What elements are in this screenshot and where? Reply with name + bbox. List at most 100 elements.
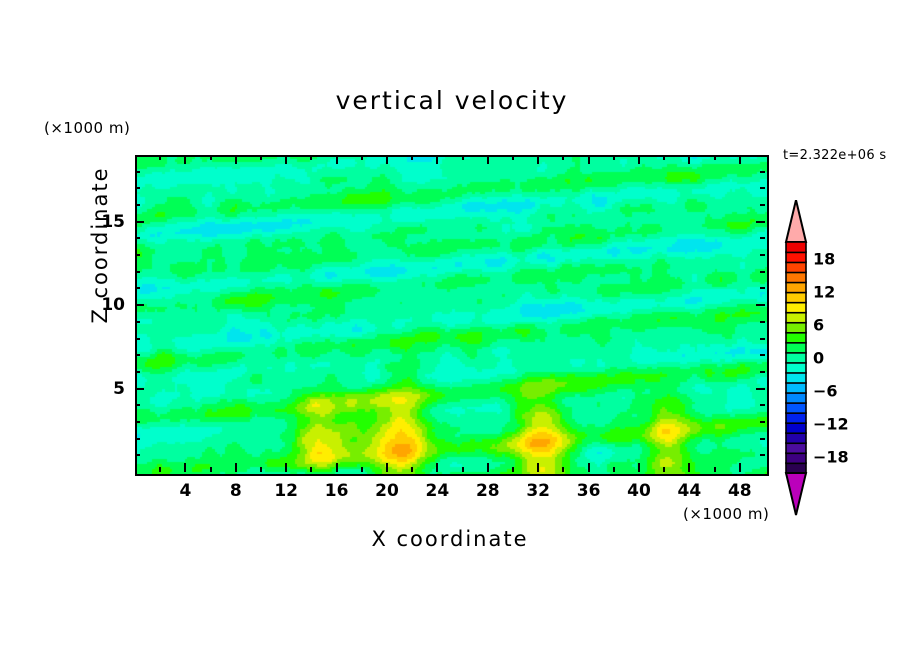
x-tick-top-4: [184, 155, 186, 164]
x-tick-top-6: [210, 155, 212, 160]
x-tick-44: [688, 463, 690, 472]
x-tick-20: [386, 463, 388, 472]
colorbar-band-6: [785, 401, 807, 414]
colorbar-band-19: [785, 271, 807, 284]
colorbar-band-17: [785, 291, 807, 304]
x-tick-label-20: 20: [375, 481, 399, 501]
contour-field: [137, 157, 767, 474]
colorbar-band-10: [785, 361, 807, 374]
x-tick-top-18: [361, 155, 363, 160]
x-tick-48: [739, 463, 741, 472]
x-tick-top-48: [739, 155, 741, 164]
y-tick-right-12: [760, 271, 765, 273]
colorbar-label-5: −12: [813, 414, 849, 433]
y-tick-right-13: [760, 254, 765, 256]
colorbar-band-4: [785, 421, 807, 435]
x-axis-title: X coordinate: [371, 527, 529, 551]
x-tick-42: [663, 467, 665, 472]
x-tick-top-2: [159, 155, 161, 160]
x-tick-label-4: 4: [179, 481, 192, 501]
colorbar-band-21: [785, 251, 807, 264]
x-tick-40: [638, 463, 640, 472]
y-tick-1: [135, 454, 140, 456]
colorbar-band-7: [785, 391, 807, 404]
y-tick-right-3: [760, 421, 765, 423]
y-tick-13: [135, 254, 140, 256]
colorbar-label-1: 12: [813, 282, 836, 301]
x-tick-14: [310, 467, 312, 472]
y-tick-16: [135, 204, 140, 206]
colorbar-under-arrow: [784, 472, 808, 516]
y-tick-right-4: [760, 404, 765, 406]
y-tick-2: [135, 438, 140, 440]
colorbar-band-13: [785, 331, 807, 344]
y-tick-17: [135, 187, 140, 189]
y-tick-5: [135, 388, 144, 390]
x-tick-top-24: [436, 155, 438, 164]
x-tick-top-40: [638, 155, 640, 164]
x-tick-top-46: [714, 155, 716, 160]
plot-area: [135, 155, 769, 476]
colorbar-band-14: [785, 321, 807, 334]
x-tick-label-8: 8: [229, 481, 242, 501]
y-tick-right-15: [756, 221, 765, 223]
y-tick-15: [135, 221, 144, 223]
colorbar-band-2: [785, 442, 807, 455]
x-tick-34: [562, 467, 564, 472]
y-axis-units-label: (×1000 m): [44, 119, 131, 137]
x-tick-top-26: [462, 155, 464, 160]
colorbar-over-arrow: [784, 200, 808, 243]
colorbar-band-12: [785, 341, 807, 354]
x-tick-top-8: [235, 155, 237, 164]
simulation-time-annotation: t=2.322e+06 s: [783, 148, 887, 163]
x-tick-top-28: [487, 155, 489, 164]
colorbar-band-22: [785, 241, 807, 254]
colorbar-label-0: 18: [813, 249, 836, 268]
x-tick-label-24: 24: [425, 481, 450, 501]
y-tick-right-14: [760, 237, 765, 239]
x-tick-18: [361, 467, 363, 472]
y-tick-7: [135, 354, 140, 356]
x-tick-top-20: [386, 155, 388, 164]
x-tick-8: [235, 463, 237, 472]
x-tick-top-42: [663, 155, 665, 160]
y-tick-right-5: [756, 388, 765, 390]
colorbar-band-5: [785, 411, 807, 424]
x-tick-label-32: 32: [526, 481, 551, 501]
x-tick-label-40: 40: [627, 481, 651, 501]
x-tick-top-30: [512, 155, 514, 160]
x-tick-16: [336, 463, 338, 472]
y-tick-right-16: [760, 204, 765, 206]
x-tick-top-34: [562, 155, 564, 160]
x-tick-label-28: 28: [475, 481, 500, 501]
x-tick-top-32: [537, 155, 539, 164]
colorbar-band-20: [785, 261, 807, 274]
x-tick-6: [210, 467, 212, 472]
y-tick-right-8: [760, 338, 765, 340]
x-tick-22: [411, 467, 413, 472]
x-tick-28: [487, 463, 489, 472]
y-tick-label-15: 15: [101, 211, 125, 232]
colorbar-band-8: [785, 381, 807, 394]
y-tick-18: [135, 171, 140, 173]
colorbar-band-1: [785, 452, 807, 465]
x-tick-10: [260, 467, 262, 472]
x-tick-38: [613, 467, 615, 472]
colorbar-band-18: [785, 281, 807, 294]
y-tick-right-18: [760, 171, 765, 173]
y-tick-6: [135, 371, 140, 373]
y-tick-right-11: [760, 287, 765, 289]
x-tick-4: [184, 463, 186, 472]
y-tick-12: [135, 271, 140, 273]
colorbar-band-0: [785, 462, 807, 475]
x-tick-label-48: 48: [727, 481, 752, 501]
colorbar-label-6: −18: [813, 447, 849, 466]
y-tick-label-5: 5: [113, 378, 125, 399]
x-tick-top-44: [688, 155, 690, 164]
colorbar-label-2: 6: [813, 315, 825, 334]
colorbar-band-16: [785, 301, 807, 314]
x-tick-top-16: [336, 155, 338, 164]
colorbar-band-3: [785, 432, 807, 445]
y-tick-label-10: 10: [101, 295, 125, 316]
x-tick-30: [512, 467, 514, 472]
